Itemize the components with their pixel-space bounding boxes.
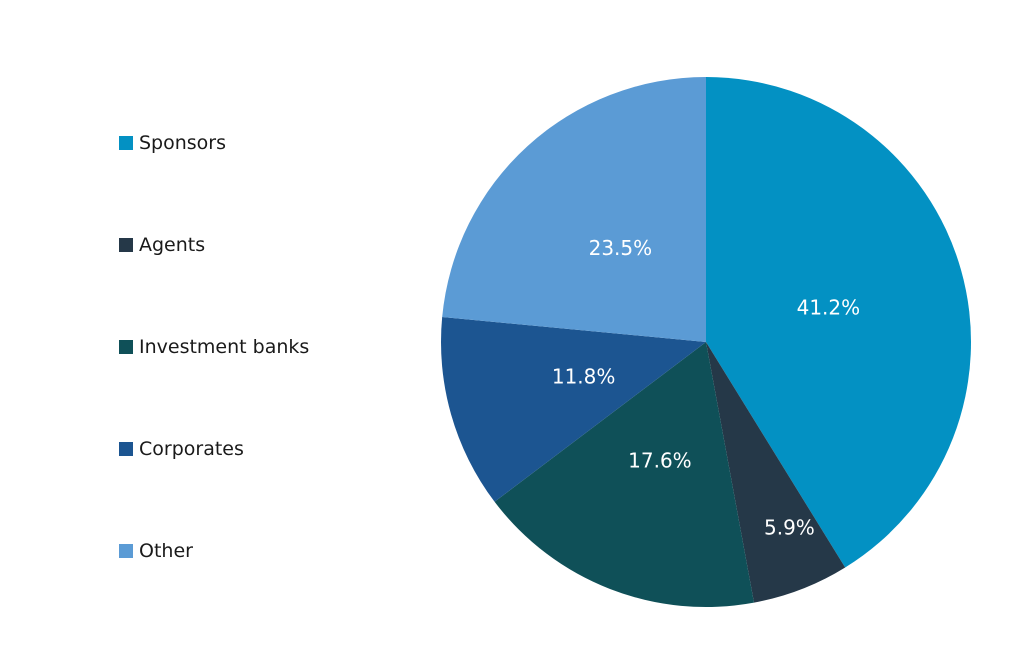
legend-swatch-investment-banks	[119, 340, 133, 354]
pie-data-labels: 41.2% 5.9% 17.6% 11.8% 23.5%	[552, 236, 860, 540]
data-label-sponsors: 41.2%	[797, 295, 861, 319]
legend-label-other: Other	[139, 540, 193, 562]
legend-swatch-corporates	[119, 442, 133, 456]
pie-slice-agents	[706, 342, 846, 603]
pie-slice-investment-banks	[494, 342, 755, 607]
legend-item-agents: Agents	[119, 232, 309, 258]
legend-swatch-other	[119, 544, 133, 558]
legend-swatch-sponsors	[119, 136, 133, 150]
data-label-other: 23.5%	[589, 236, 653, 260]
data-label-agents: 5.9%	[764, 515, 815, 539]
legend-swatch-agents	[119, 238, 133, 252]
legend-label-agents: Agents	[139, 234, 206, 256]
data-label-investment-banks: 17.6%	[628, 449, 692, 473]
data-label-corporates: 11.8%	[552, 365, 616, 389]
legend-label-investment-banks: Investment banks	[139, 336, 310, 358]
legend-item-investment-banks: Investment banks	[119, 334, 309, 360]
pie-slice-sponsors	[706, 77, 972, 568]
legend-item-sponsors: Sponsors	[119, 130, 309, 156]
legend-item-corporates: Corporates	[119, 436, 309, 462]
pie-slice-corporates	[441, 317, 706, 502]
legend-label-corporates: Corporates	[139, 438, 244, 460]
legend-label-sponsors: Sponsors	[139, 132, 227, 154]
pie-slices	[441, 77, 972, 607]
legend-item-other: Other	[119, 538, 309, 564]
pie-slice-other	[442, 77, 706, 342]
chart-legend: Sponsors Agents Investment banks Corpora…	[119, 130, 309, 640]
